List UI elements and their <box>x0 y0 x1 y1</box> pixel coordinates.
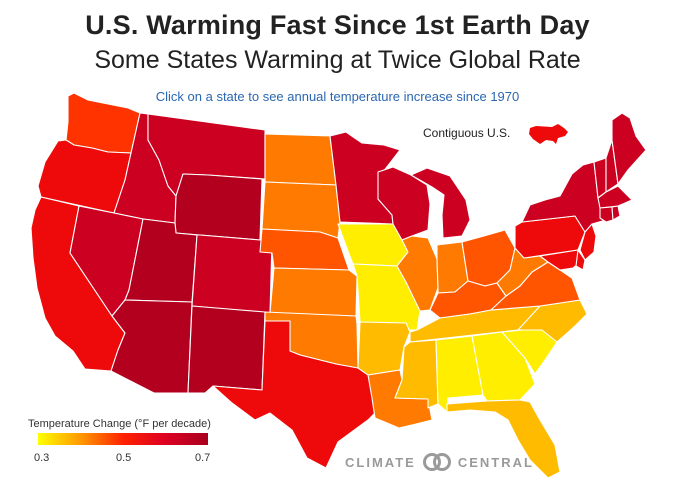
state-fl[interactable] <box>446 399 561 479</box>
state-nd[interactable] <box>264 133 337 186</box>
state-ar[interactable] <box>357 321 411 376</box>
legend-tick-mid: 0.5 <box>116 452 132 464</box>
states-layer <box>30 92 647 479</box>
linked-circles-icon <box>422 453 451 471</box>
page-subtitle: Some States Warming at Twice Global Rate <box>94 46 581 74</box>
state-me[interactable] <box>611 112 647 185</box>
state-wi[interactable] <box>377 166 431 241</box>
contiguous-us-icon[interactable] <box>529 124 568 144</box>
state-de[interactable] <box>575 249 586 271</box>
state-tx[interactable] <box>212 320 378 469</box>
state-ks[interactable] <box>269 267 358 317</box>
climate-central-logo: CLIMATE CENTRAL <box>345 451 534 473</box>
brand-left-text: CLIMATE <box>345 454 416 470</box>
state-ct[interactable] <box>599 206 614 223</box>
state-ri[interactable] <box>611 205 621 221</box>
state-wa[interactable] <box>65 92 141 154</box>
state-wy[interactable] <box>174 173 263 241</box>
page-title: U.S. Warming Fast Since 1st Earth Day <box>85 10 590 40</box>
legend-tick-low: 0.3 <box>34 452 50 464</box>
state-nm[interactable] <box>187 305 266 394</box>
map-instruction: Click on a state to see annual temperatu… <box>155 89 520 104</box>
legend-title: Temperature Change (°F per decade) <box>28 418 211 430</box>
state-la[interactable] <box>367 369 433 429</box>
state-mi[interactable] <box>410 167 471 239</box>
brand-right-text: CENTRAL <box>457 454 534 470</box>
legend-tick-high: 0.7 <box>195 452 211 464</box>
contiguous-us-label[interactable]: Contiguous U.S. <box>423 126 511 140</box>
state-nj[interactable] <box>579 223 597 261</box>
state-az[interactable] <box>110 299 193 394</box>
legend-color-scale <box>38 433 208 445</box>
